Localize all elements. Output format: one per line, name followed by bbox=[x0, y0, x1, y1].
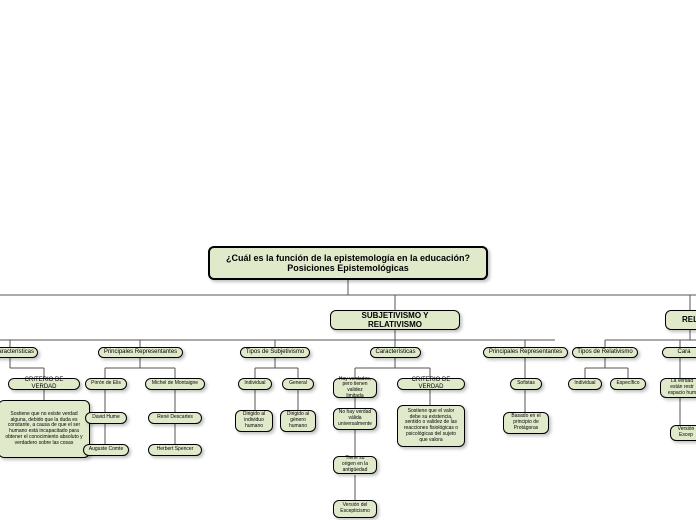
section-subjetivismo: SUBJETIVISMO Y RELATIVISMO bbox=[330, 310, 460, 330]
title-text: ¿Cuál es la función de la epistemología … bbox=[214, 253, 482, 274]
dirigido-ind: Dirigido al individuo humano bbox=[235, 410, 273, 432]
criterio-center: CRITERIO DE VERDAD bbox=[397, 378, 465, 390]
criterio-left: CRITERIO DE VERDAD bbox=[8, 378, 80, 390]
section-relativismo: RELAT bbox=[665, 310, 696, 330]
especifico: Específico bbox=[610, 378, 646, 390]
tipos-subj: Tipos de Subjetivismo bbox=[240, 347, 310, 358]
general: General bbox=[282, 378, 314, 390]
hume: David Hume bbox=[85, 412, 127, 424]
section1-text: SUBJETIVISMO Y RELATIVISMO bbox=[335, 311, 455, 329]
spencer: Herbert Spencer bbox=[148, 444, 202, 456]
verdad-right: La verdad están restr espacio hum bbox=[660, 378, 696, 398]
tipos-rel: Tipos de Relativismo bbox=[572, 347, 638, 358]
title-node: ¿Cuál es la función de la epistemología … bbox=[208, 246, 488, 280]
sofistas: Sofistas bbox=[510, 378, 542, 390]
individual2: Individual bbox=[568, 378, 602, 390]
version-right: Versión Escep bbox=[670, 425, 696, 441]
origen: Tiene su origen en la antigüedad bbox=[333, 456, 377, 474]
basado: Basado en el principio de Protágoras bbox=[503, 412, 549, 434]
no-hay: No hay verdad válida universalmente bbox=[333, 408, 377, 430]
dirigido-gen: Dirigido al género humano bbox=[280, 410, 316, 432]
sostiene-left: Sostiene que no existe verdad alguna, de… bbox=[0, 400, 90, 458]
individual: Individual bbox=[238, 378, 272, 390]
comte: Auguste Comte bbox=[83, 444, 129, 456]
pirron: Pirrón de Elis bbox=[85, 378, 127, 390]
caracteristicas-center: Características bbox=[370, 347, 421, 358]
descartes: René Descartes bbox=[148, 412, 202, 424]
section2-text: RELAT bbox=[682, 315, 696, 324]
sostiene-center: Sostiene que el valor debe su existencia… bbox=[397, 405, 465, 447]
carac-right: Cara bbox=[662, 347, 696, 358]
caracteristicas-left: Características bbox=[0, 347, 38, 358]
reps-center: Principales Representantes bbox=[483, 347, 568, 358]
hay-verdades: Hay verdades, pero tienen validez limita… bbox=[333, 378, 377, 398]
version: Versión del Escepticismo bbox=[333, 500, 377, 518]
reps-left: Principales Representantes bbox=[98, 347, 183, 358]
montaigne: Michel de Montaigne bbox=[145, 378, 205, 390]
